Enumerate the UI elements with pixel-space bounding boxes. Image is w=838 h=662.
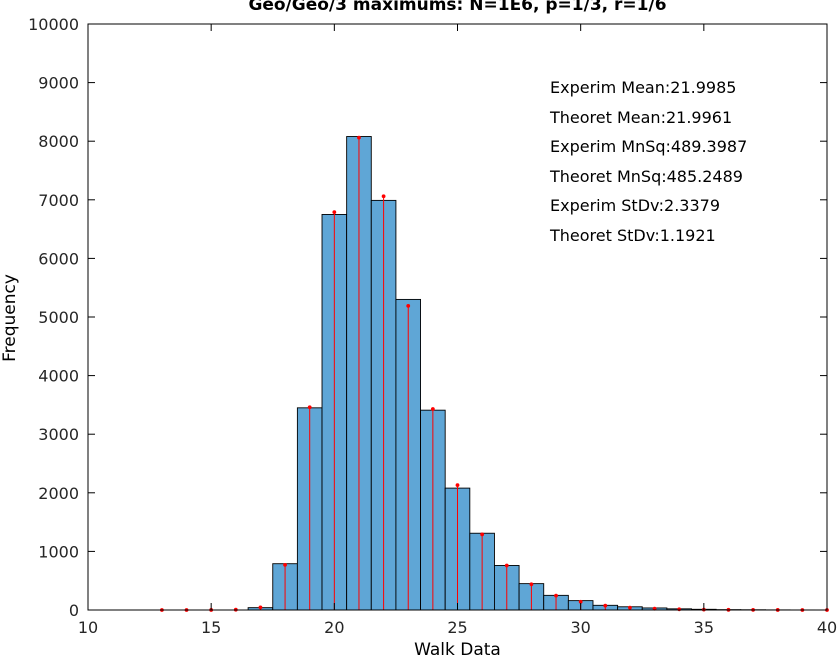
y-tick-label: 10000 bbox=[28, 15, 79, 34]
chart-title: Geo/Geo/3 maximums: N=1E6, p=1/3, r=1/6 bbox=[248, 0, 667, 15]
theoretical-marker bbox=[455, 483, 460, 488]
y-tick-label: 5000 bbox=[38, 308, 79, 327]
theoret-mean-text: Theoret Mean:21.9961 bbox=[550, 107, 733, 127]
theoretical-marker bbox=[332, 210, 337, 215]
y-axis-label: Frequency bbox=[0, 274, 20, 362]
x-tick-label: 20 bbox=[324, 618, 344, 637]
y-tick-label: 4000 bbox=[38, 367, 79, 386]
y-tick-label: 6000 bbox=[38, 249, 79, 268]
x-tick-label: 15 bbox=[201, 618, 221, 637]
x-tick-label: 25 bbox=[447, 618, 467, 637]
experim-stdv-text: Experim StDv:2.3379 bbox=[550, 196, 720, 216]
x-tick-label: 35 bbox=[694, 618, 714, 637]
theoretical-marker bbox=[357, 135, 361, 140]
theoret-stdv-text: Theoret StDv:1.1921 bbox=[550, 225, 716, 245]
theoretical-marker bbox=[430, 407, 435, 411]
theoretical-marker bbox=[554, 593, 558, 598]
x-tick-label: 10 bbox=[78, 618, 98, 637]
theoretical-marker bbox=[529, 582, 534, 587]
theoretical-marker bbox=[578, 599, 583, 604]
experim-mnsq-text: Experim MnSq:489.3987 bbox=[550, 137, 748, 157]
x-axis-label: Walk Data bbox=[414, 640, 501, 660]
theoretical-marker bbox=[603, 603, 608, 608]
theoretical-marker bbox=[677, 607, 682, 612]
stats-annotation: Experim Mean:21.9985 Theoret Mean:21.996… bbox=[550, 73, 747, 251]
y-tick-label: 9000 bbox=[38, 74, 79, 93]
theoretical-marker bbox=[381, 194, 386, 199]
theoretical-marker bbox=[283, 562, 287, 567]
y-tick-label: 7000 bbox=[38, 191, 79, 210]
theoretical-marker bbox=[406, 303, 411, 308]
experim-mean-text: Experim Mean:21.9985 bbox=[550, 78, 737, 97]
y-tick-label: 2000 bbox=[38, 484, 79, 503]
y-tick-label: 3000 bbox=[38, 425, 79, 444]
theoretical-marker bbox=[480, 532, 485, 537]
y-tick-label: 0 bbox=[69, 601, 79, 620]
theoret-mnsq-text: Theoret MnSq:485.2489 bbox=[550, 166, 743, 186]
x-tick-label: 30 bbox=[570, 618, 590, 637]
theoretical-marker bbox=[504, 563, 509, 568]
x-tick-label: 40 bbox=[817, 618, 837, 637]
y-tick-label: 1000 bbox=[38, 542, 79, 561]
y-tick-label: 8000 bbox=[38, 132, 79, 151]
theoretical-marker bbox=[628, 605, 632, 610]
theoretical-marker bbox=[307, 405, 312, 410]
theoretical-marker bbox=[258, 605, 263, 610]
